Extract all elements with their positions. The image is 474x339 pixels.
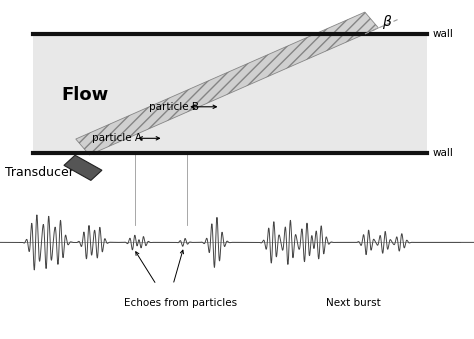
Text: Echoes from particles: Echoes from particles — [124, 298, 237, 308]
Text: β: β — [382, 15, 391, 29]
Polygon shape — [64, 155, 102, 180]
Bar — [33, 34, 427, 153]
Text: Transducer: Transducer — [5, 166, 73, 179]
Text: Flow: Flow — [62, 86, 109, 104]
Polygon shape — [76, 12, 378, 155]
Text: wall: wall — [432, 29, 453, 39]
Text: particle A: particle A — [92, 133, 142, 143]
Text: particle B: particle B — [149, 102, 199, 112]
Text: wall: wall — [432, 147, 453, 158]
Text: Next burst: Next burst — [326, 298, 381, 308]
